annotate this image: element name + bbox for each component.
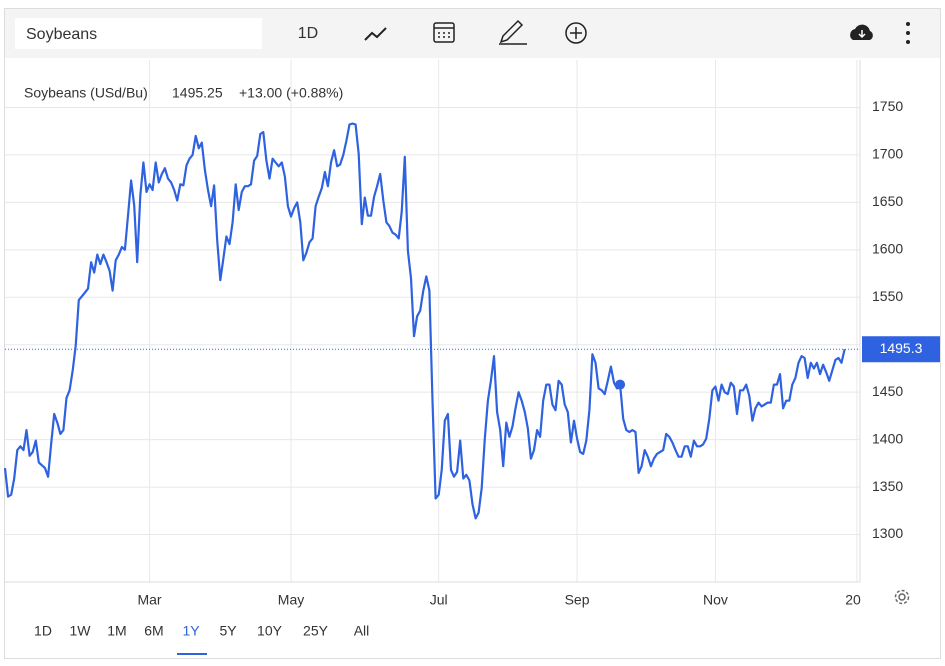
x-tick-label: Sep	[565, 592, 590, 608]
range-button[interactable]: 1D	[34, 623, 52, 639]
range-button[interactable]: 25Y	[303, 623, 329, 639]
legend-change: +13.00 (+0.88%)	[239, 85, 343, 101]
add-icon-cross	[570, 27, 582, 39]
hover-marker	[615, 379, 626, 390]
x-tick-label: Nov	[703, 592, 728, 608]
legend-price: 1495.25	[172, 85, 223, 101]
y-tick-label: 1700	[872, 146, 903, 162]
y-tick-label: 1400	[872, 430, 903, 446]
y-tick-label: 1600	[872, 241, 903, 257]
y-tick-label: 1350	[872, 478, 903, 494]
interval-button[interactable]: 1D	[298, 25, 318, 42]
range-button[interactable]: 6M	[144, 623, 163, 639]
y-tick-label: 1300	[872, 525, 903, 541]
range-button[interactable]: All	[354, 623, 370, 639]
last-price-label: 1495.3	[880, 340, 923, 356]
range-button[interactable]: 10Y	[257, 623, 283, 639]
last-price-tag	[862, 336, 940, 363]
toolbar-icons	[364, 19, 587, 45]
x-tick-label: May	[278, 592, 304, 608]
y-tick-label: 1450	[872, 383, 903, 399]
calendar-detail	[434, 27, 454, 38]
mask	[861, 590, 891, 612]
range-button[interactable]: 1W	[70, 623, 92, 639]
calendar-icon[interactable]	[433, 22, 455, 43]
menu-icon[interactable]	[906, 22, 910, 44]
chart-type-icon[interactable]	[364, 27, 387, 41]
draw-icon[interactable]	[499, 19, 527, 45]
settings-icon[interactable]	[894, 589, 910, 605]
search-box[interactable]	[15, 18, 262, 49]
range-button[interactable]: 1Y	[182, 623, 200, 639]
range-button[interactable]: 5Y	[219, 623, 237, 639]
frame	[4, 8, 941, 659]
search-text[interactable]: Soybeans	[26, 26, 97, 43]
x-tick-label: Jul	[430, 592, 448, 608]
price-line	[3, 122, 846, 520]
range-button[interactable]: 1M	[107, 623, 126, 639]
y-tick-label: 1750	[872, 98, 903, 114]
download-arrow	[858, 30, 866, 39]
legend-name: Soybeans (USd/Bu)	[24, 85, 148, 101]
x-tick-label: Mar	[137, 592, 161, 608]
range-bar: 1D 1W 1M 6M 1Y 5Y 10Y 25Y All	[34, 623, 370, 655]
add-icon[interactable]	[565, 22, 587, 44]
y-tick-label: 1550	[872, 288, 903, 304]
y-tick-label: 1650	[872, 193, 903, 209]
